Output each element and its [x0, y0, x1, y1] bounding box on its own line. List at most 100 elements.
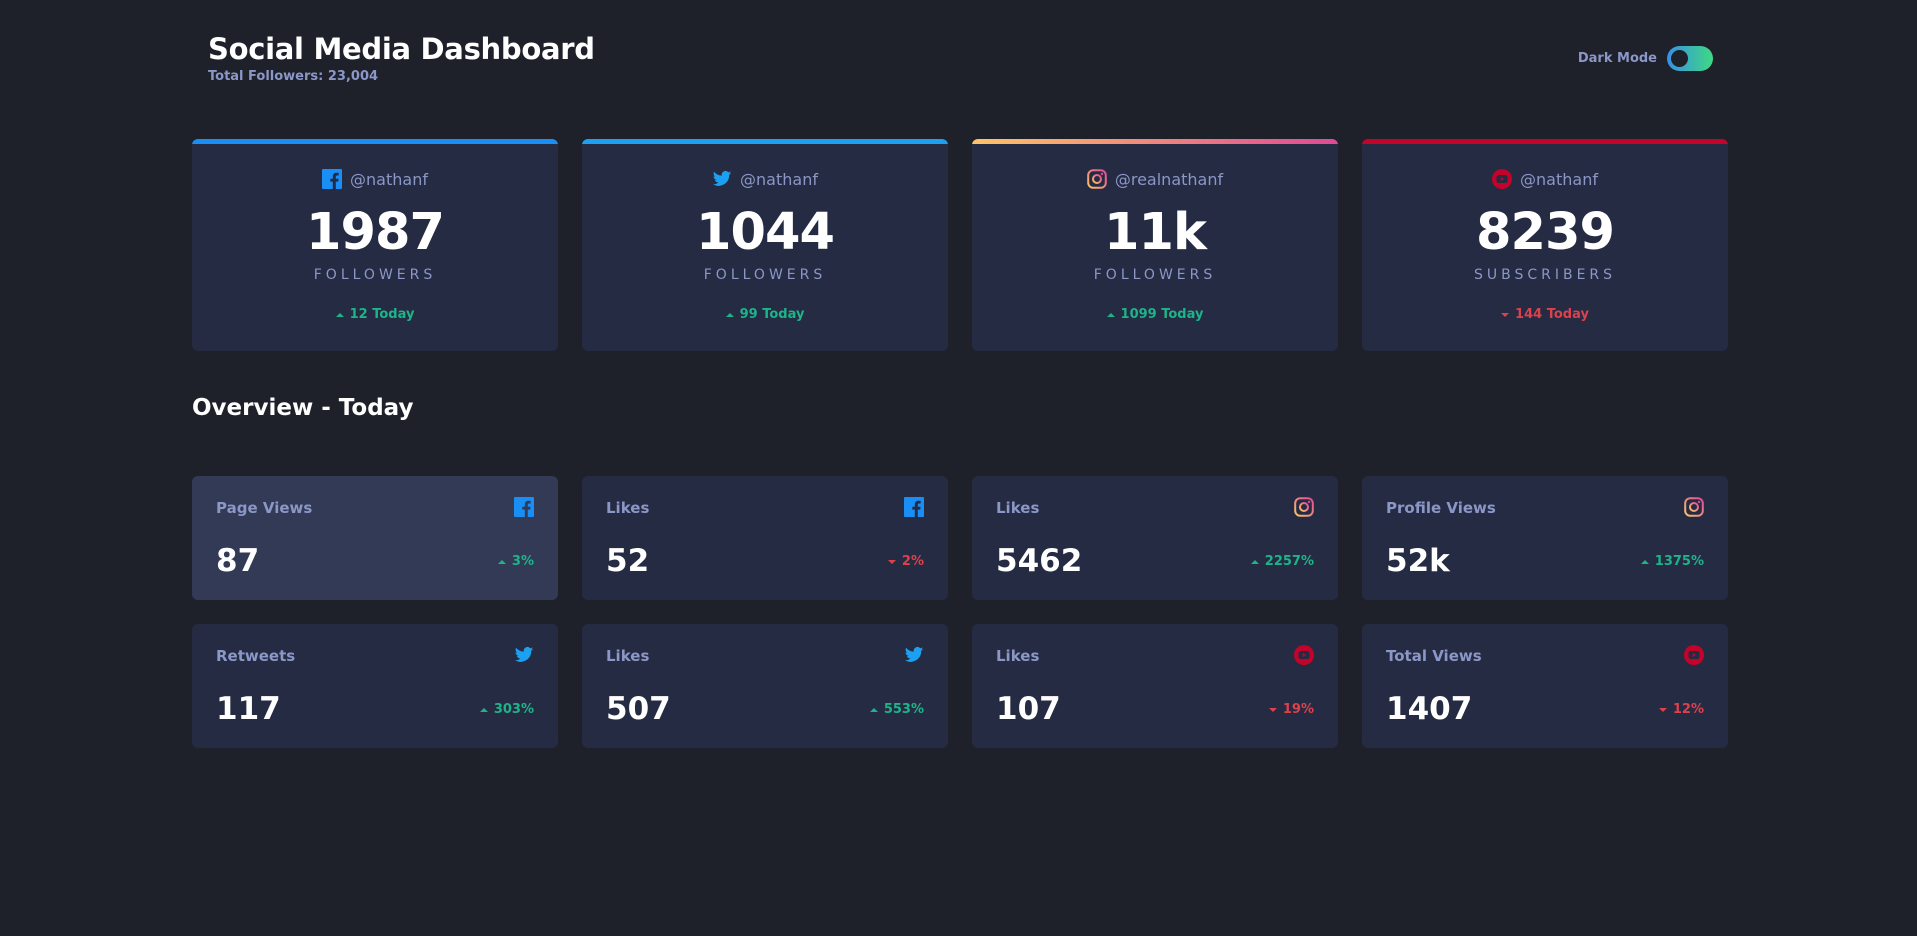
card-accent-bar	[582, 139, 948, 144]
header: Social Media Dashboard Total Followers: …	[192, 0, 1728, 110]
overview-value: 87	[216, 543, 260, 579]
arrow-up-icon	[1106, 312, 1115, 317]
follower-card-facebook[interactable]: @nathanf 1987 FOLLOWERS 12 Today	[192, 139, 558, 351]
arrow-up-icon	[869, 707, 878, 712]
overview-label: Retweets	[216, 647, 296, 665]
overview-change-text: 553%	[883, 702, 924, 717]
card-handle: @nathanf	[1362, 169, 1728, 189]
follower-count: 1044	[696, 203, 835, 262]
handle-text: @nathanf	[1520, 169, 1598, 189]
facebook-icon	[904, 497, 924, 517]
overview-label: Likes	[996, 499, 1040, 517]
overview-change-text: 2257%	[1264, 554, 1314, 569]
card-accent-bar	[192, 139, 558, 144]
instagram-icon	[1087, 169, 1107, 189]
arrow-up-icon	[335, 312, 344, 317]
dark-mode-toggle[interactable]	[1667, 46, 1713, 71]
page-title: Social Media Dashboard	[208, 32, 595, 66]
facebook-icon	[514, 497, 534, 517]
overview-label: Page Views	[216, 499, 313, 517]
overview-change: 303%	[479, 702, 534, 717]
today-change-text: 144 Today	[1515, 307, 1589, 322]
toggle-knob[interactable]	[1671, 50, 1688, 67]
follower-cards: @nathanf 1987 FOLLOWERS 12 Today @nathan…	[192, 139, 1728, 351]
overview-value: 5462	[996, 543, 1083, 579]
arrow-up-icon	[479, 707, 488, 712]
overview-value: 107	[996, 691, 1061, 727]
follower-unit: FOLLOWERS	[703, 267, 827, 283]
overview-card-instagram-profile-views[interactable]: Profile Views 52k 1375%	[1362, 476, 1728, 600]
facebook-icon	[322, 169, 343, 189]
today-change: 12 Today	[192, 307, 558, 322]
youtube-icon	[1492, 169, 1513, 189]
overview-value: 1407	[1386, 691, 1473, 727]
card-handle: @nathanf	[582, 169, 948, 189]
card-handle: @realnathanf	[972, 169, 1338, 189]
arrow-down-icon	[887, 559, 896, 564]
overview-card-facebook-likes[interactable]: Likes 52 2%	[582, 476, 948, 600]
follower-card-instagram[interactable]: @realnathanf 11k FOLLOWERS 1099 Today	[972, 139, 1338, 351]
overview-title: Overview - Today	[192, 395, 414, 421]
overview-change: 1375%	[1640, 554, 1704, 569]
youtube-icon	[1294, 645, 1314, 665]
today-change: 144 Today	[1362, 307, 1728, 322]
arrow-down-icon	[1268, 707, 1277, 712]
today-change-text: 99 Today	[739, 307, 805, 322]
overview-change-text: 3%	[511, 554, 534, 569]
overview-card-facebook-page-views[interactable]: Page Views 87 3%	[192, 476, 558, 600]
handle-text: @realnathanf	[1114, 169, 1224, 189]
follower-card-youtube[interactable]: @nathanf 8239 SUBSCRIBERS 144 Today	[1362, 139, 1728, 351]
overview-label: Likes	[606, 499, 650, 517]
follower-card-twitter[interactable]: @nathanf 1044 FOLLOWERS 99 Today	[582, 139, 948, 351]
overview-change: 553%	[869, 702, 924, 717]
overview-change: 2257%	[1250, 554, 1314, 569]
arrow-up-icon	[1640, 559, 1649, 564]
overview-change-text: 19%	[1282, 702, 1314, 717]
overview-value: 52	[606, 543, 650, 579]
card-handle: @nathanf	[192, 169, 558, 189]
overview-value: 507	[606, 691, 671, 727]
today-change-text: 1099 Today	[1120, 307, 1204, 322]
arrow-up-icon	[1250, 559, 1259, 564]
overview-change: 3%	[497, 554, 534, 569]
today-change: 1099 Today	[972, 307, 1338, 322]
today-change: 99 Today	[582, 307, 948, 322]
follower-unit: SUBSCRIBERS	[1473, 267, 1617, 283]
overview-card-twitter-likes[interactable]: Likes 507 553%	[582, 624, 948, 748]
total-followers: Total Followers: 23,004	[208, 69, 379, 84]
overview-card-youtube-total-views[interactable]: Total Views 1407 12%	[1362, 624, 1728, 748]
twitter-icon	[712, 169, 732, 189]
follower-unit: FOLLOWERS	[1093, 267, 1217, 283]
follower-count: 11k	[1104, 203, 1207, 262]
twitter-icon	[904, 645, 924, 665]
overview-label: Profile Views	[1386, 499, 1496, 517]
dark-mode-label: Dark Mode	[1577, 51, 1657, 66]
dark-mode-control: Dark Mode	[1578, 46, 1713, 71]
overview-card-youtube-likes[interactable]: Likes 107 19%	[972, 624, 1338, 748]
today-change-text: 12 Today	[349, 307, 415, 322]
follower-count: 8239	[1476, 203, 1615, 262]
overview-card-twitter-retweets[interactable]: Retweets 117 303%	[192, 624, 558, 748]
overview-change: 2%	[887, 554, 924, 569]
overview-value: 117	[216, 691, 281, 727]
twitter-icon	[514, 645, 534, 665]
overview-label: Total Views	[1386, 647, 1482, 665]
overview-change-text: 2%	[901, 554, 924, 569]
instagram-icon	[1684, 497, 1704, 517]
arrow-down-icon	[1501, 312, 1510, 317]
overview-change-text: 1375%	[1654, 554, 1704, 569]
arrow-up-icon	[497, 559, 506, 564]
overview-change: 12%	[1658, 702, 1704, 717]
follower-unit: FOLLOWERS	[313, 267, 437, 283]
follower-count: 1987	[306, 203, 445, 262]
overview-label: Likes	[606, 647, 650, 665]
arrow-up-icon	[725, 312, 734, 317]
instagram-icon	[1294, 497, 1314, 517]
overview-card-instagram-likes[interactable]: Likes 5462 2257%	[972, 476, 1338, 600]
overview-value: 52k	[1386, 543, 1450, 579]
overview-change-text: 303%	[493, 702, 534, 717]
card-accent-bar	[972, 139, 1338, 144]
overview-change-text: 12%	[1672, 702, 1704, 717]
overview-label: Likes	[996, 647, 1040, 665]
youtube-icon	[1684, 645, 1704, 665]
